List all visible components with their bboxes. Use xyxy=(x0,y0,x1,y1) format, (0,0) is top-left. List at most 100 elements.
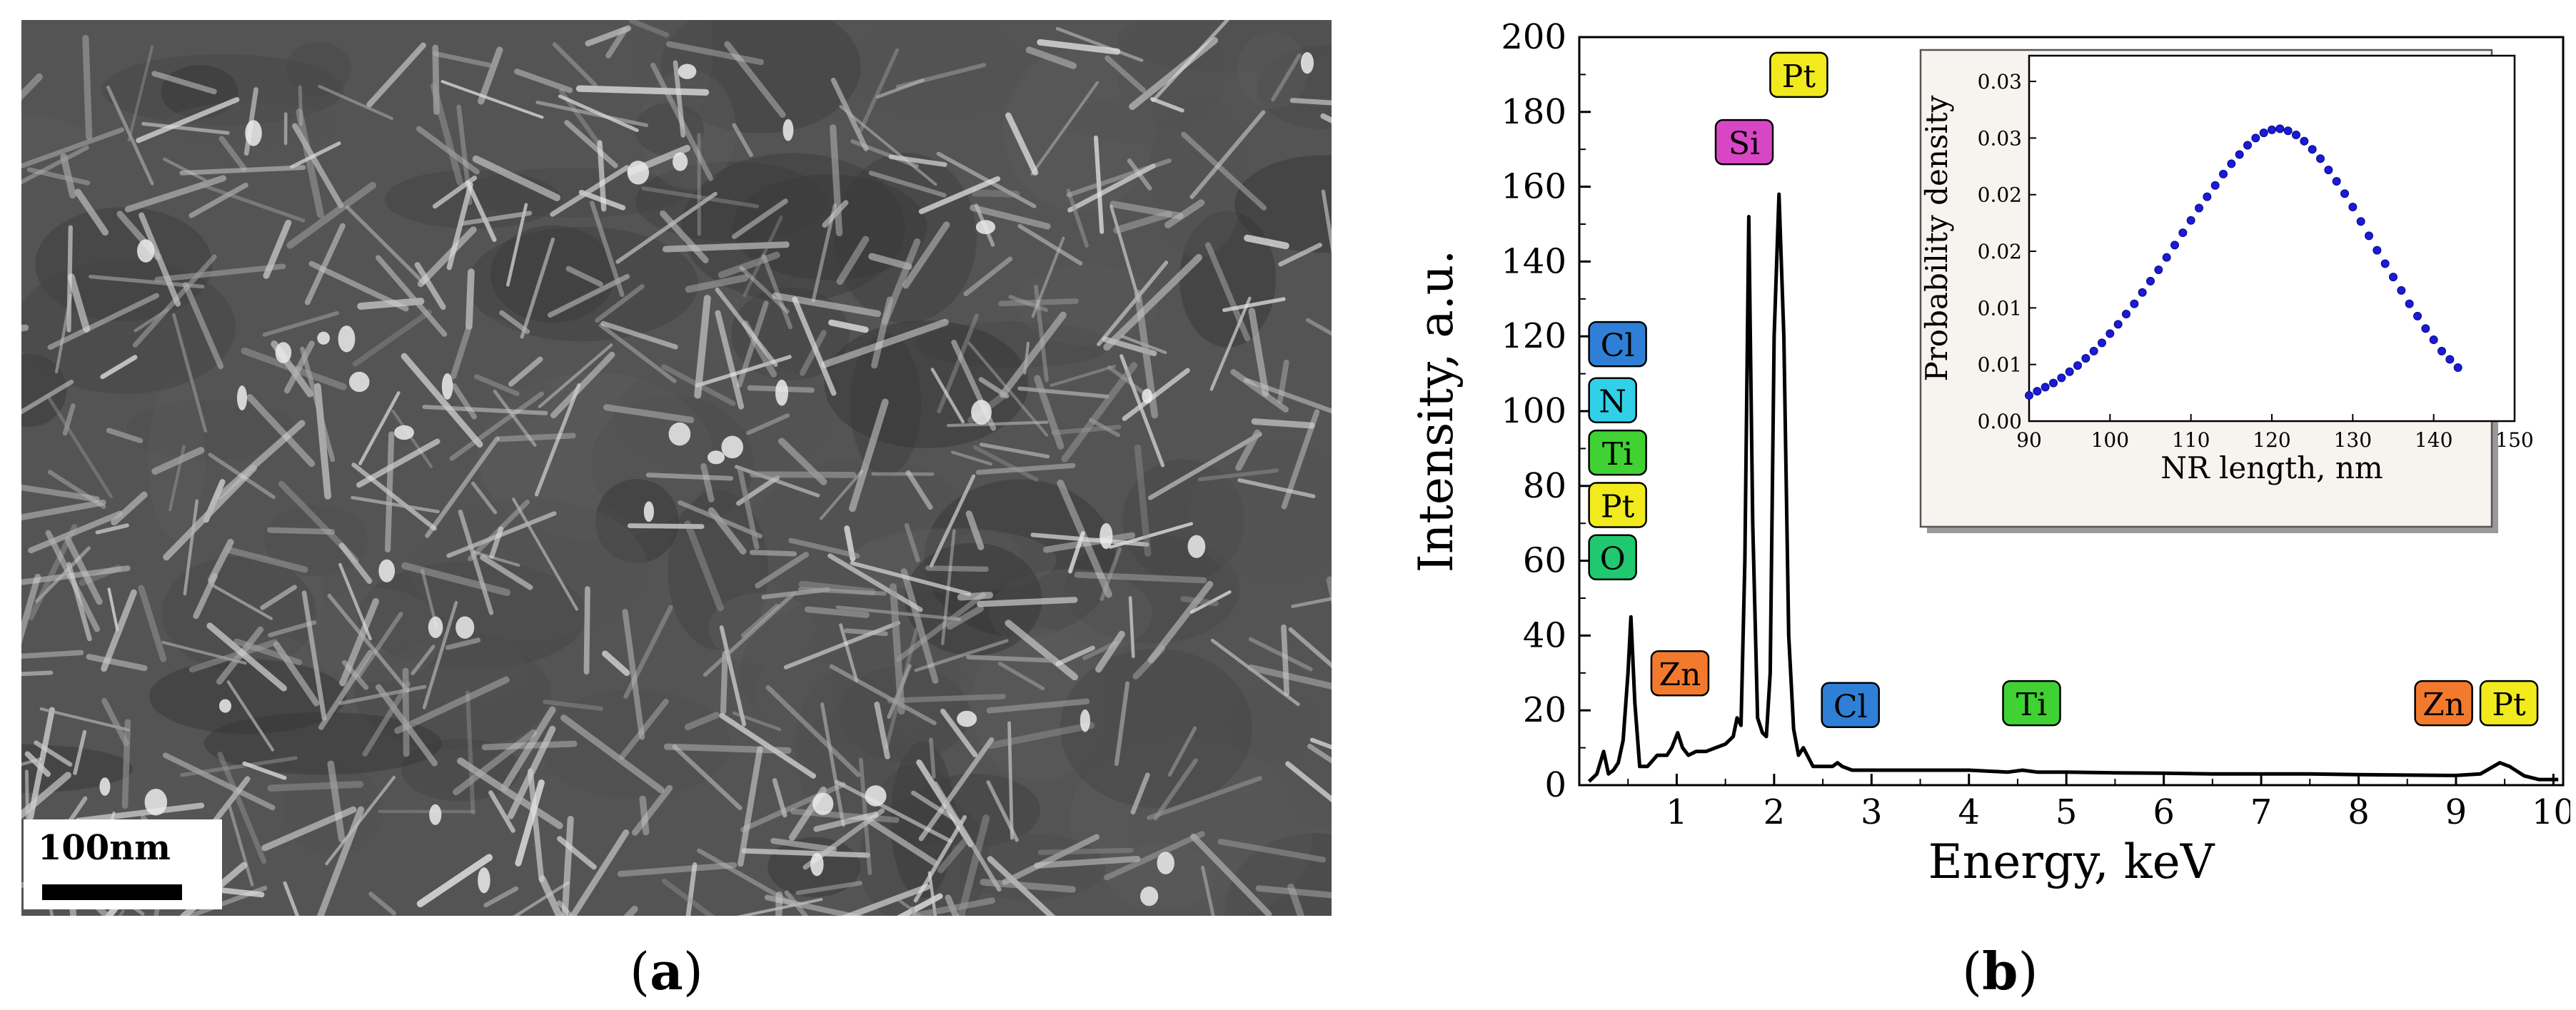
nanorod xyxy=(368,892,396,916)
nanorod xyxy=(839,105,937,186)
inset-data-point xyxy=(2405,299,2414,308)
nanorod xyxy=(267,781,364,792)
nanorod xyxy=(445,637,481,650)
inset-data-point xyxy=(2089,346,2098,355)
nanorod xyxy=(266,527,336,535)
nanorod xyxy=(1289,98,1332,106)
nanorod xyxy=(127,45,154,142)
nanorod xyxy=(1031,236,1065,318)
nanorod xyxy=(1255,885,1332,899)
nanorod xyxy=(841,884,930,916)
nanorod xyxy=(598,323,677,383)
nanorod xyxy=(1105,55,1146,93)
scale-bar xyxy=(42,884,182,900)
nanorod xyxy=(218,136,247,172)
nanorod xyxy=(168,445,186,512)
nanorod xyxy=(376,255,448,337)
nanorod xyxy=(905,470,933,510)
nanorod xyxy=(512,498,578,611)
nanorod xyxy=(999,311,1067,398)
nanorod xyxy=(60,153,76,199)
inset-data-point xyxy=(2421,324,2430,333)
grain-patch xyxy=(945,530,1021,580)
nanorod xyxy=(151,447,205,475)
nanorod xyxy=(356,438,441,488)
nanorod xyxy=(828,319,869,333)
nanorod xyxy=(1066,188,1089,248)
nanorod xyxy=(765,685,861,777)
nanorod xyxy=(465,690,476,815)
bright-particle xyxy=(721,435,743,459)
nanorod xyxy=(858,48,900,133)
nanorod xyxy=(64,536,103,605)
nanorod xyxy=(262,310,339,337)
grain-patch xyxy=(989,569,1153,657)
element-label: Pt xyxy=(2492,687,2526,723)
nanorod xyxy=(732,198,788,239)
nanorod xyxy=(673,60,686,138)
nanorod xyxy=(263,219,292,279)
nanorod xyxy=(471,481,498,515)
inset-data-point xyxy=(2308,145,2317,154)
nanorod xyxy=(940,708,978,757)
nanorod xyxy=(21,757,42,767)
element-label-box xyxy=(1769,51,1828,99)
inset-data-point xyxy=(2025,390,2033,400)
nanorod xyxy=(352,309,433,367)
nanorod xyxy=(868,171,947,198)
bright-particle xyxy=(429,804,442,825)
nanorod xyxy=(1037,847,1134,855)
nanorod xyxy=(1281,409,1320,510)
grain-patch xyxy=(1060,648,1253,808)
x-tick-label: 9 xyxy=(2445,792,2467,832)
nanorod xyxy=(141,121,230,135)
inset-data-point xyxy=(2365,231,2373,241)
bright-particle xyxy=(348,371,370,393)
nanorod xyxy=(569,829,630,916)
nanorod xyxy=(1017,386,1110,399)
nanorod xyxy=(79,564,122,586)
nanorod xyxy=(749,550,797,557)
nanorod xyxy=(1007,721,1014,840)
nanorod xyxy=(684,712,720,731)
inset-data-point xyxy=(2098,338,2106,348)
nanorod xyxy=(296,108,324,218)
grain-patch xyxy=(1234,155,1332,253)
nanorod xyxy=(951,450,993,466)
nanorod xyxy=(1074,571,1207,584)
nanorod xyxy=(179,165,306,176)
x-tick-label: 8 xyxy=(2348,792,2370,832)
panel-label-b-close: ) xyxy=(2018,941,2038,1001)
nanorod xyxy=(740,782,846,832)
element-label: Cl xyxy=(1601,328,1635,364)
inset-data-point xyxy=(2219,169,2228,178)
nanorod xyxy=(1201,865,1215,916)
element-label: Pt xyxy=(1782,59,1816,95)
y-tick-label: 40 xyxy=(1523,615,1566,655)
nanorod xyxy=(1127,158,1152,191)
nanorod xyxy=(700,463,715,503)
nanorod xyxy=(887,693,1006,704)
nanorod xyxy=(527,768,545,883)
bright-particle xyxy=(144,789,168,816)
nanorod xyxy=(216,626,264,685)
inset-y-tick-label: 0.01 xyxy=(1978,353,2022,377)
nanorod xyxy=(650,62,714,181)
x-tick-label: 10 xyxy=(2532,792,2570,832)
nanorod xyxy=(425,436,500,538)
nanorod xyxy=(734,465,820,498)
inset-data-point xyxy=(2235,150,2244,159)
nanorod xyxy=(345,205,426,286)
nanorod xyxy=(965,510,985,550)
nanorod xyxy=(55,293,73,374)
nanorod xyxy=(761,587,830,600)
x-tick-label: 4 xyxy=(1958,792,1980,832)
nanorod xyxy=(1005,112,1039,176)
grain-patch xyxy=(591,395,754,531)
nanorod xyxy=(927,871,937,916)
nanorod xyxy=(21,127,125,168)
nanorod xyxy=(715,287,778,367)
nanorod xyxy=(286,181,376,249)
y-tick-label: 200 xyxy=(1501,17,1566,57)
bright-particle xyxy=(1100,522,1113,550)
